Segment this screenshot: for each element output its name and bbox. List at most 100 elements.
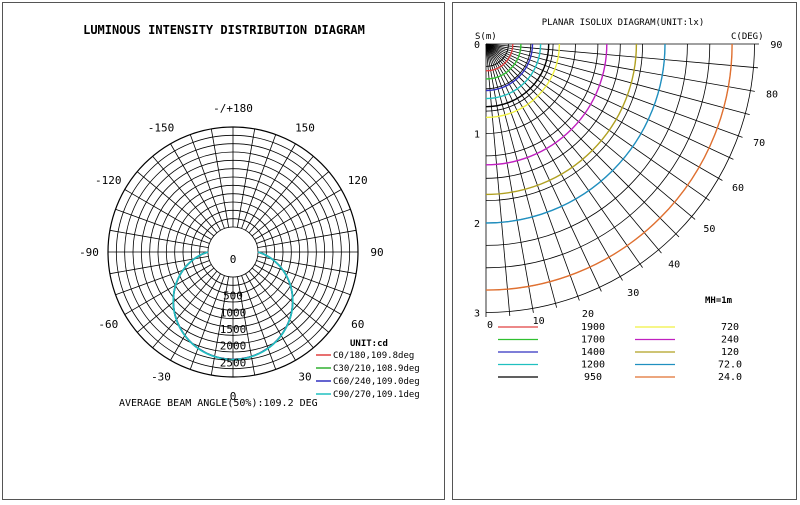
- grid-spoke: [485, 43, 623, 281]
- grid-spoke: [152, 155, 218, 234]
- legend-entry: C30/210,108.9deg: [333, 364, 420, 374]
- grid-spoke: [115, 208, 210, 244]
- grid-spoke: [485, 43, 750, 116]
- isolux-curve: [485, 43, 522, 80]
- angle-tick-label: 30: [627, 288, 639, 299]
- isolux-curve: [485, 43, 638, 196]
- grid-ring: [199, 218, 267, 286]
- legend-entry: C0/180,109.8deg: [333, 351, 414, 361]
- angle-tick-label: -30: [151, 371, 171, 384]
- y-axis-label: S(m): [475, 32, 497, 42]
- angle-tick-label: 60: [732, 183, 744, 194]
- grid-spoke: [245, 273, 296, 361]
- radial-tick-label: 1000: [220, 306, 247, 319]
- angle-tick-label: 70: [753, 138, 765, 149]
- grid-spoke: [248, 155, 314, 234]
- isolux-curve: [485, 43, 561, 119]
- angle-tick-label: -90: [79, 246, 99, 259]
- beam-angle-footer: AVERAGE BEAM ANGLE(50%):109.2 DEG: [119, 398, 318, 409]
- grid-ring: [207, 226, 259, 278]
- grid-spoke: [170, 273, 221, 361]
- grid-spoke: [236, 276, 256, 376]
- isolux-curve: [485, 43, 542, 100]
- grid-spoke: [136, 171, 215, 237]
- grid-spoke: [210, 128, 230, 228]
- polar-legend: C0/180,109.8deg C30/210,108.9deg C60/240,1…: [316, 351, 420, 400]
- grid-spoke: [485, 43, 602, 292]
- grid-spoke: [124, 189, 212, 240]
- isolux-curve: [485, 43, 534, 92]
- angle-tick-label: 150: [295, 121, 315, 134]
- radial-tick-label: 2000: [220, 340, 247, 353]
- grid-spoke: [189, 275, 225, 370]
- grid-spoke: [256, 208, 351, 244]
- angle-tick-label: -60: [98, 318, 118, 331]
- angle-tick-label: 0: [230, 390, 237, 403]
- legend-value: 24.0: [718, 372, 742, 383]
- grid-spoke: [485, 43, 723, 181]
- polar-series: [172, 251, 294, 361]
- grid-spoke: [124, 264, 212, 315]
- grid-spoke: [152, 270, 218, 349]
- angle-tick-label: 120: [348, 174, 368, 187]
- unit-label: UNIT:cd: [350, 339, 388, 349]
- grid-spoke: [241, 134, 277, 229]
- grid-spoke: [485, 43, 662, 254]
- grid-spoke: [485, 43, 710, 201]
- isolux-panel: PLANAR ISOLUX DIAGRAM(UNIT:lx) S(m) C(DE…: [452, 2, 797, 500]
- grid-spoke: [254, 264, 342, 315]
- grid-spoke: [485, 43, 580, 301]
- radial-tick-label: 0: [230, 253, 237, 266]
- grid-spoke: [109, 255, 209, 275]
- grid-spoke: [485, 43, 758, 69]
- radial-tick-label: 500: [223, 290, 243, 303]
- grid-spoke: [485, 43, 734, 160]
- angle-tick-label: 80: [766, 90, 778, 101]
- grid-spoke: [241, 275, 277, 370]
- isolux-curve: [485, 43, 608, 166]
- x-axis-label: C(DEG): [731, 32, 764, 42]
- y-tick-label: 1: [474, 130, 480, 141]
- chart-title: LUMINOUS INTENSITY DISTRIBUTION DIAGRAM: [83, 23, 365, 37]
- legend-value: 720: [721, 322, 739, 333]
- grid-spoke: [136, 267, 215, 333]
- grid-spoke: [189, 134, 225, 229]
- isolux-curve: [485, 43, 666, 224]
- radial-tick-label: 2500: [220, 356, 247, 369]
- grid-spoke: [256, 260, 351, 296]
- radial-tick-label: 1500: [220, 323, 247, 336]
- polar-grid: [107, 126, 359, 378]
- angle-tick-label: 90: [370, 246, 383, 259]
- grid-spoke: [485, 43, 643, 268]
- polar-chart: LUMINOUS INTENSITY DISTRIBUTION DIAGRAM …: [79, 23, 420, 409]
- grid-spoke: [485, 43, 511, 316]
- chart-title: PLANAR ISOLUX DIAGRAM(UNIT:lx): [542, 18, 705, 28]
- legend-value: 1700: [581, 335, 605, 346]
- grid-spoke: [109, 229, 209, 249]
- legend-entry: C60/240,109.0deg: [333, 377, 420, 387]
- legend-value: 1200: [581, 360, 605, 371]
- grid-spoke: [485, 43, 743, 138]
- isolux-curves: [485, 43, 733, 291]
- grid-spoke: [485, 43, 680, 238]
- grid-spoke: [248, 270, 314, 349]
- isolux-curve: [485, 43, 514, 72]
- y-tick-label: 2: [474, 219, 480, 230]
- legend-value: 240: [721, 335, 739, 346]
- grid-spoke: [257, 229, 357, 249]
- x-tick-label: 0: [487, 320, 493, 331]
- angle-tick-label: -/+180: [213, 102, 253, 115]
- angle-tick-label: -120: [95, 174, 122, 187]
- angle-tick-label: 60: [351, 318, 364, 331]
- angle-tick-label: -150: [148, 121, 175, 134]
- grid-spoke: [485, 43, 558, 308]
- legend-value: 950: [584, 372, 602, 383]
- grid-spoke: [251, 171, 330, 237]
- angle-tick-label: 90: [770, 40, 782, 51]
- grid-spoke: [245, 143, 296, 231]
- intensity-panel: LUMINOUS INTENSITY DISTRIBUTION DIAGRAM …: [2, 2, 445, 500]
- legend-entry: C90/270,109.1deg: [333, 390, 420, 400]
- grid-spoke: [485, 43, 534, 313]
